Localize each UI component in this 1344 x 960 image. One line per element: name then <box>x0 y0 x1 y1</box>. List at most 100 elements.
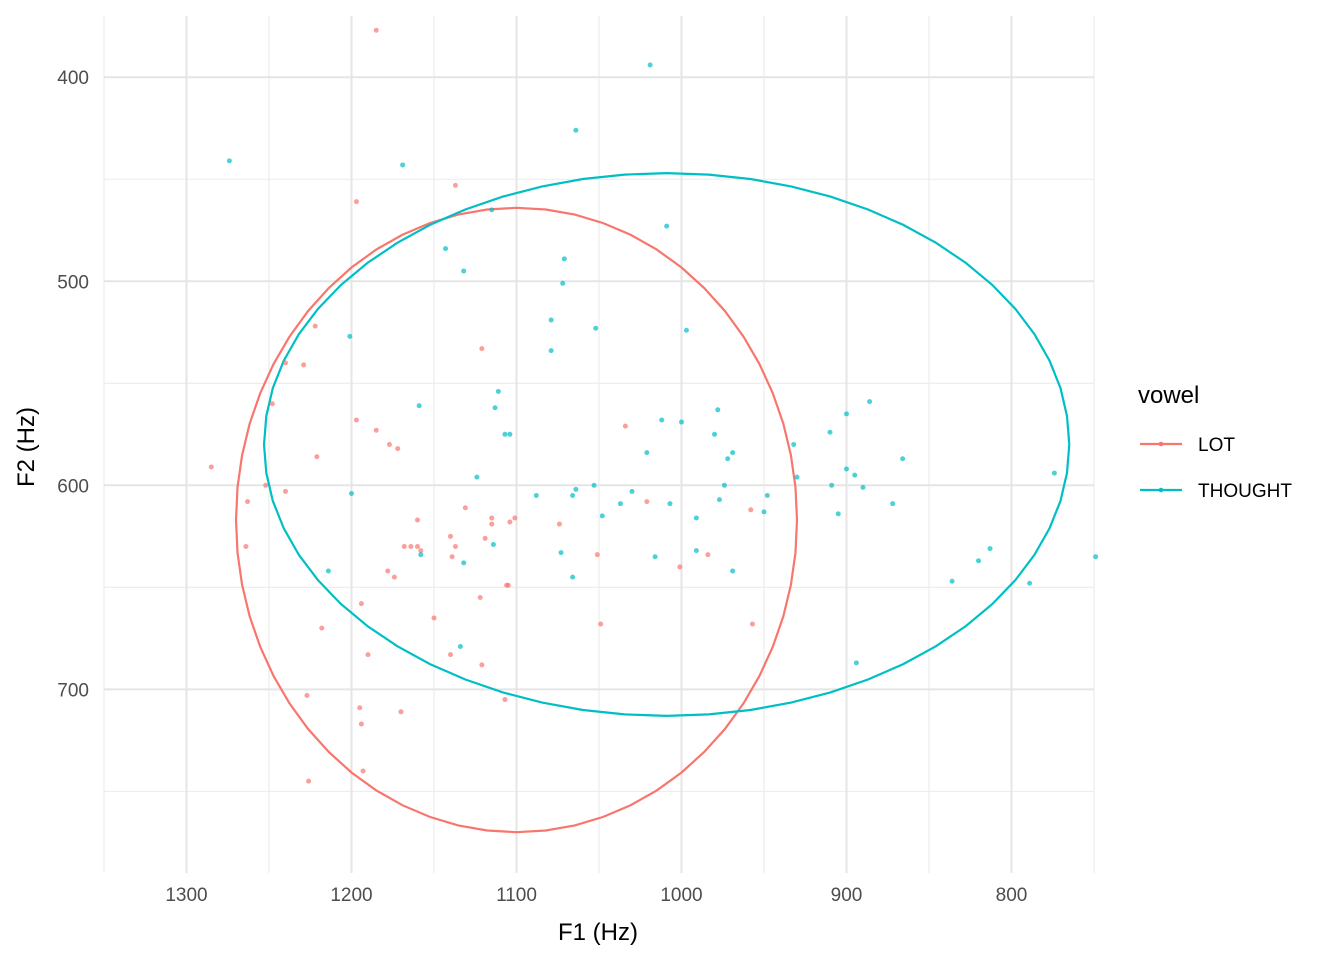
point-thought <box>1027 580 1033 586</box>
point-thought <box>226 158 232 164</box>
point-lot <box>749 621 755 627</box>
legend: vowel LOT THOUGHT <box>1138 382 1292 502</box>
point-lot <box>306 778 312 784</box>
point-lot <box>512 515 518 521</box>
y-tick-label: 500 <box>57 272 89 293</box>
x-tick-label: 1200 <box>330 885 372 906</box>
point-lot <box>304 692 310 698</box>
legend-key-thought-dot <box>1158 487 1164 493</box>
point-thought <box>347 333 353 339</box>
point-lot <box>448 652 453 658</box>
x-axis-ticks: 1300 1200 1100 1000 900 800 <box>165 885 1027 906</box>
point-thought <box>730 450 736 456</box>
point-thought <box>976 558 981 564</box>
point-lot <box>245 499 251 505</box>
point-thought <box>652 554 658 560</box>
point-thought <box>573 127 579 133</box>
point-lot <box>353 199 359 205</box>
point-lot <box>401 544 407 550</box>
point-lot <box>243 544 249 550</box>
legend-item-lot: LOT <box>1140 435 1235 456</box>
point-lot <box>431 615 437 621</box>
point-thought <box>492 405 498 411</box>
point-thought <box>949 578 955 584</box>
y-tick-label: 400 <box>57 68 89 89</box>
point-thought <box>730 568 736 574</box>
point-lot <box>448 533 453 539</box>
point-thought <box>987 546 993 552</box>
point-thought <box>495 388 501 394</box>
ellipse-thought <box>262 171 1071 718</box>
point-thought <box>570 493 576 499</box>
point-thought <box>715 407 721 413</box>
point-thought <box>716 497 722 503</box>
point-thought <box>890 501 896 507</box>
point-lot <box>365 652 371 658</box>
point-lot <box>283 360 288 366</box>
point-thought <box>489 207 495 213</box>
x-tick-label: 1300 <box>165 885 207 906</box>
ellipse-lot <box>234 206 799 834</box>
point-thought <box>325 568 331 574</box>
point-thought <box>461 560 467 566</box>
point-lot <box>452 182 458 188</box>
major-gridlines <box>104 16 1094 873</box>
point-thought <box>593 325 599 331</box>
minor-gridlines <box>103 16 1095 873</box>
point-thought <box>573 486 579 492</box>
point-thought <box>712 431 717 437</box>
point-lot <box>479 662 485 668</box>
point-thought <box>844 411 849 417</box>
point-lot <box>507 519 513 525</box>
point-thought <box>629 488 635 494</box>
point-thought <box>867 399 873 405</box>
legend-label-thought: THOUGHT <box>1198 481 1292 502</box>
point-thought <box>667 501 673 507</box>
point-thought <box>533 493 539 499</box>
x-tick-label: 1000 <box>660 885 702 906</box>
point-thought <box>400 162 406 168</box>
point-thought <box>791 442 797 447</box>
point-thought <box>683 327 689 333</box>
point-lot <box>489 515 495 521</box>
point-lot <box>269 401 275 407</box>
point-lot <box>358 601 364 607</box>
point-thought <box>852 472 858 478</box>
point-thought <box>416 403 422 409</box>
point-lot <box>502 697 508 703</box>
point-thought <box>474 474 480 480</box>
point-lot <box>373 27 379 33</box>
point-thought <box>502 431 508 437</box>
point-lot <box>408 544 414 550</box>
point-lot <box>418 548 424 554</box>
point-thought <box>764 493 770 499</box>
point-lot <box>208 464 214 470</box>
legend-label-lot: LOT <box>1198 435 1235 456</box>
point-thought <box>558 550 564 556</box>
x-tick-label: 900 <box>831 885 863 906</box>
point-thought <box>835 511 841 517</box>
point-lot <box>373 427 379 433</box>
point-thought <box>693 515 699 521</box>
point-lot <box>312 323 318 329</box>
point-lot <box>477 595 483 601</box>
point-thought <box>349 490 354 496</box>
point-thought <box>418 552 424 558</box>
point-lot <box>504 582 510 588</box>
point-thought <box>679 419 684 425</box>
point-thought <box>591 482 597 488</box>
point-lot <box>360 768 366 774</box>
point-lot <box>415 544 420 550</box>
point-thought <box>560 280 566 286</box>
point-lot <box>677 564 683 570</box>
y-axis-ticks: 400 500 600 700 <box>57 68 89 701</box>
point-thought <box>725 456 731 462</box>
point-thought <box>853 660 859 666</box>
x-tick-label: 1100 <box>496 885 537 906</box>
point-thought <box>647 62 653 68</box>
legend-item-thought: THOUGHT <box>1140 481 1292 502</box>
point-lot <box>358 721 364 727</box>
point-thought <box>829 482 835 488</box>
point-lot <box>357 705 363 711</box>
